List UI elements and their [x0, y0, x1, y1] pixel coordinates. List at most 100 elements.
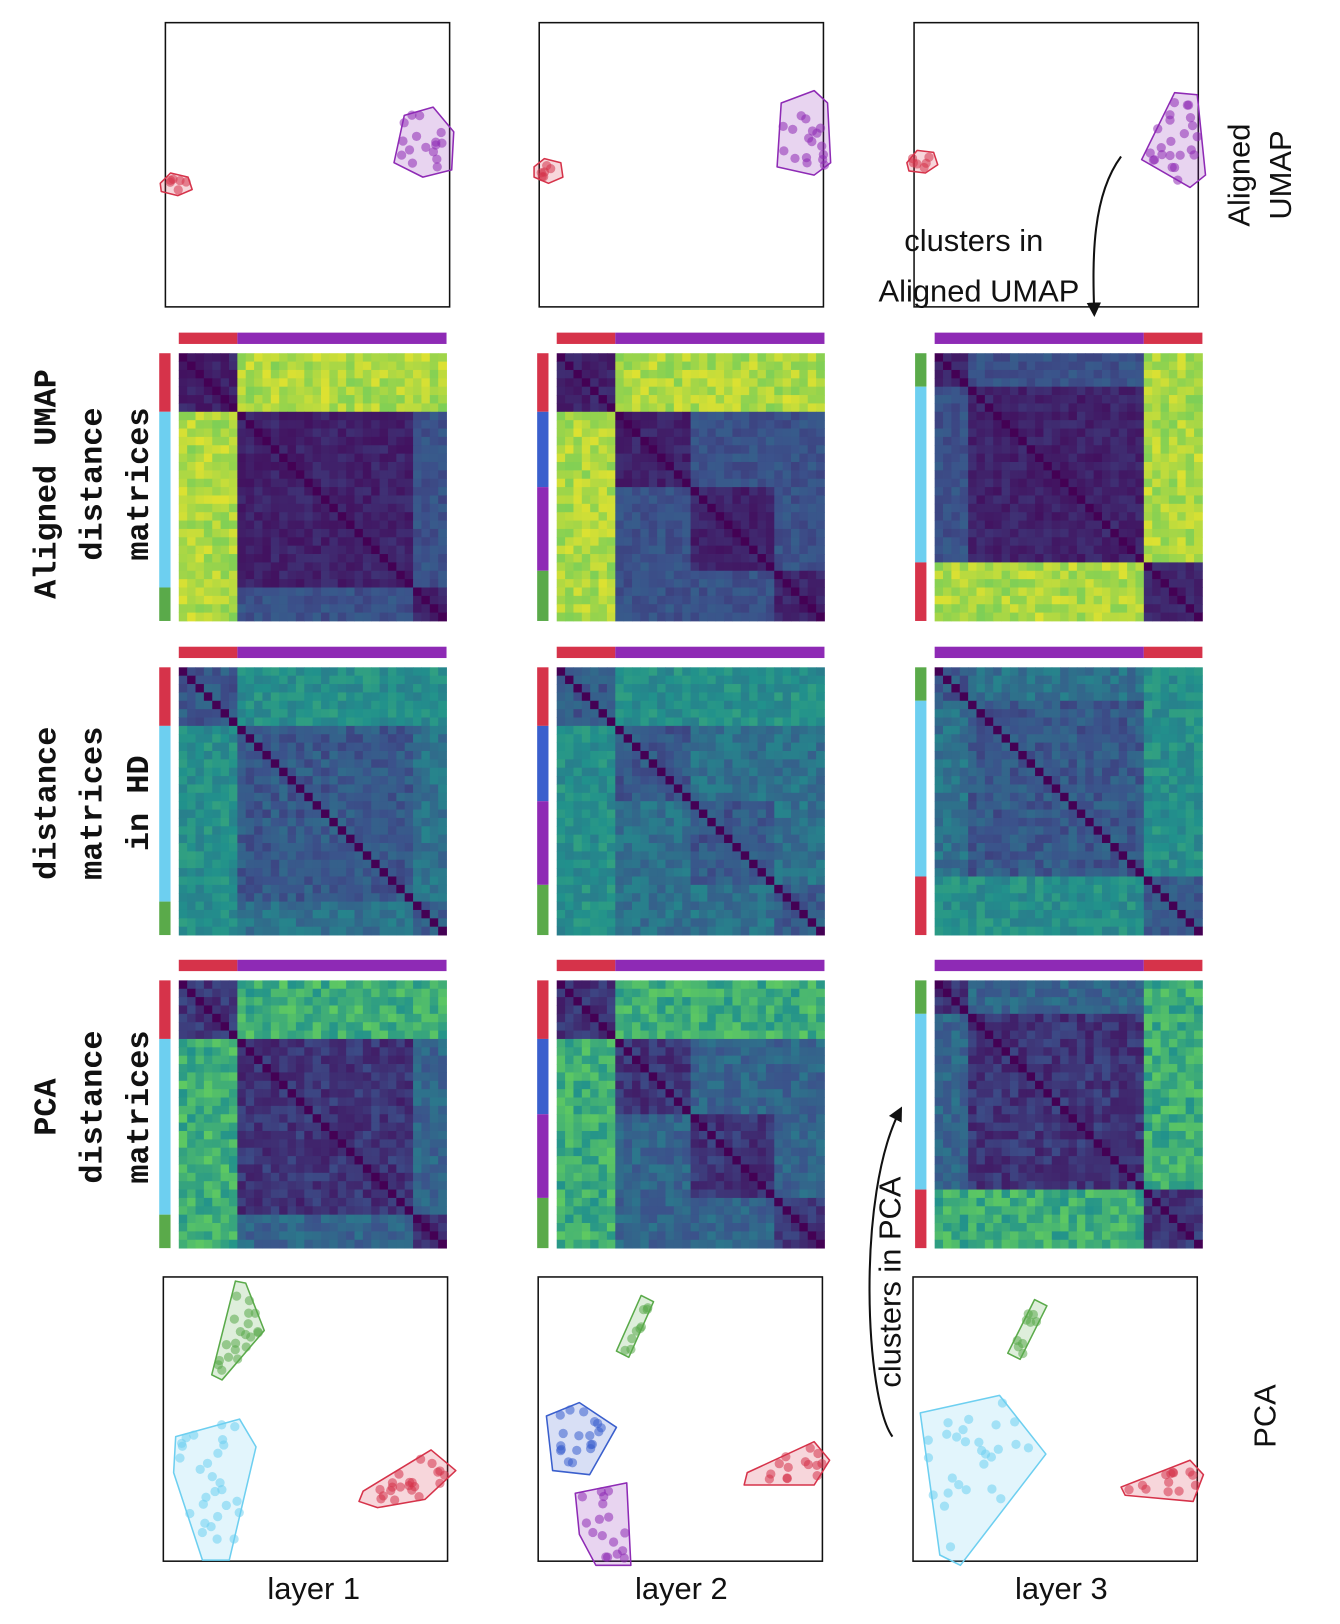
heatmap-cell: [195, 420, 205, 429]
heatmap-cell: [816, 353, 825, 363]
heatmap-cell: [220, 868, 230, 877]
heatmap-cell: [421, 487, 431, 496]
heatmap-cell: [212, 1097, 222, 1107]
heatmap-cell: [799, 817, 809, 827]
heatmap-cell: [245, 767, 255, 777]
heatmap-cell: [270, 776, 280, 785]
heatmap-cell: [379, 684, 389, 693]
heatmap-cell: [362, 759, 372, 769]
heatmap-cell: [640, 512, 650, 521]
heatmap-cell: [615, 767, 625, 777]
heatmap-cell: [245, 1156, 255, 1165]
heatmap-cell: [413, 876, 422, 886]
heatmap-cell: [203, 826, 213, 836]
heatmap-cell: [362, 851, 372, 861]
heatmap-cell: [749, 826, 758, 836]
heatmap-cell: [429, 834, 439, 844]
heatmap-cell: [690, 395, 700, 404]
heatmap-cell: [413, 554, 422, 563]
heatmap-cell: [220, 1038, 230, 1048]
heatmap-cell: [657, 776, 666, 785]
heatmap-cell: [287, 361, 297, 371]
heatmap-cell: [295, 570, 305, 580]
heatmap-cell: [187, 1055, 196, 1065]
heatmap-cell: [757, 851, 767, 861]
heatmap-cell: [212, 792, 222, 802]
heatmap-cell: [657, 826, 666, 836]
heatmap-cell: [270, 361, 280, 371]
heatmap-cell: [690, 801, 700, 810]
heatmap-cell: [262, 1156, 272, 1165]
heatmap-cell: [187, 1197, 196, 1207]
heatmap-cell: [623, 353, 633, 363]
heatmap-cell: [749, 834, 758, 844]
heatmap-cell: [429, 1214, 439, 1224]
heatmap-cell: [228, 1072, 238, 1082]
heatmap-cell: [429, 478, 439, 488]
heatmap-cell: [362, 717, 372, 727]
heatmap-cell: [262, 528, 272, 538]
heatmap-cell: [765, 595, 775, 605]
heatmap-cell: [757, 369, 767, 379]
heatmap-cell: [404, 1231, 414, 1241]
heatmap-cell: [237, 537, 247, 547]
heatmap-cell: [287, 909, 297, 919]
heatmap-cell: [632, 386, 641, 396]
heatmap-cell: [270, 1214, 280, 1224]
heatmap-cell: [757, 528, 767, 538]
heatmap-cell: [640, 750, 650, 760]
heatmap-cell: [329, 725, 339, 735]
heatmap-cell: [187, 554, 196, 563]
heatmap-cell: [606, 361, 616, 371]
heatmap-cell: [270, 1189, 280, 1199]
heatmap-cell: [404, 487, 414, 496]
heatmap-cell: [421, 604, 431, 614]
heatmap-cell: [404, 1147, 414, 1157]
heatmap-cell: [421, 1223, 431, 1232]
heatmap-cell: [212, 428, 222, 438]
heatmap-cell: [203, 395, 213, 404]
heatmap-cell: [379, 1122, 389, 1132]
heatmap-cell: [270, 1080, 280, 1090]
heatmap-cell: [203, 1130, 213, 1140]
heatmap-cell: [640, 428, 650, 438]
heatmap-cell: [413, 734, 422, 744]
heatmap-cell: [245, 980, 255, 990]
heatmap-cell: [379, 1105, 389, 1115]
heatmap-cell: [573, 554, 583, 563]
heatmap-cell: [279, 579, 288, 588]
heatmap-cell: [749, 868, 758, 877]
heatmap-cell: [329, 395, 339, 404]
heatmap-cell: [421, 1038, 431, 1048]
heatmap-cell: [657, 784, 666, 794]
heatmap-cell: [387, 1022, 397, 1031]
heatmap-cell: [421, 411, 431, 421]
heatmap-cell: [387, 784, 397, 794]
heatmap-cell: [438, 1122, 447, 1132]
heatmap-cell: [371, 717, 381, 727]
heatmap-cell: [178, 1156, 188, 1165]
heatmap-cell: [413, 579, 422, 588]
heatmap-cell: [321, 1005, 330, 1015]
heatmap-cell: [237, 792, 247, 802]
heatmap-cell: [573, 884, 583, 894]
heatmap-cell: [429, 1105, 439, 1115]
heatmap-cell: [287, 667, 297, 677]
heatmap-cell: [556, 436, 566, 446]
heatmap-cell: [212, 1172, 222, 1182]
heatmap-cell: [195, 411, 205, 421]
heatmap-cell: [774, 403, 784, 413]
cluster-bar: [159, 901, 171, 936]
heatmap-cell: [640, 826, 650, 836]
heatmap-cell: [404, 1122, 414, 1132]
heatmap-cell: [346, 817, 355, 827]
heatmap-cell: [371, 1038, 381, 1048]
heatmap-cell: [354, 667, 364, 677]
heatmap-cell: [413, 1197, 422, 1207]
heatmap-cell: [371, 554, 381, 563]
heatmap-cell: [245, 893, 255, 903]
heatmap-cell: [329, 1030, 339, 1040]
heatmap-cell: [623, 478, 633, 488]
heatmap-cell: [598, 612, 608, 622]
heatmap-cell: [295, 1038, 305, 1048]
